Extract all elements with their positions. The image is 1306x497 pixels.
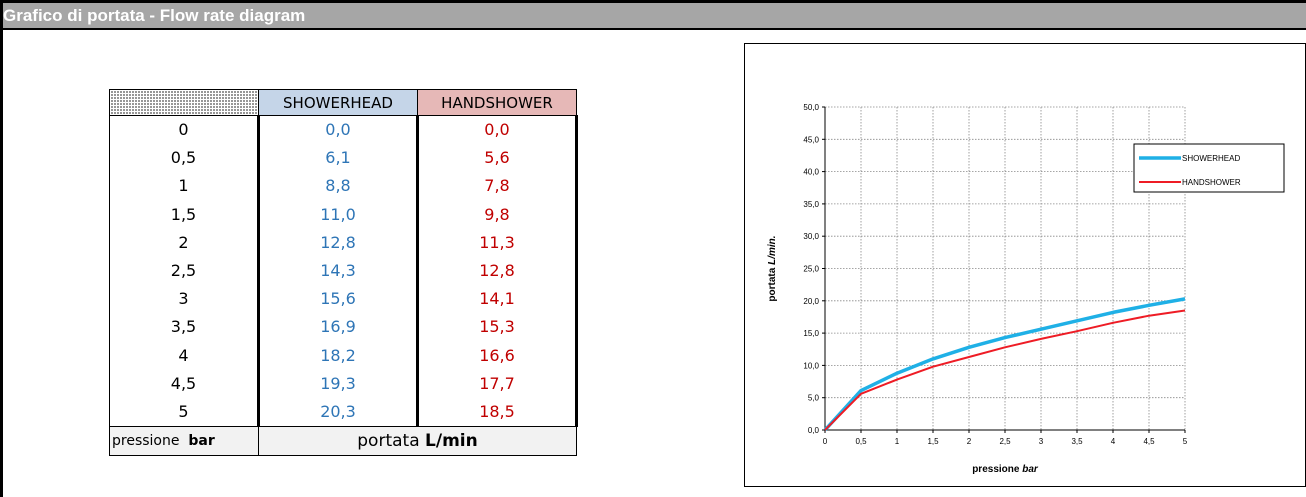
showerhead-flow-cell: 12,8 (257, 228, 418, 257)
table-row: 1 8,8 7,8 (109, 172, 578, 201)
y-tick-label: 25,0 (803, 265, 819, 274)
x-tick-label: 2,5 (999, 437, 1011, 446)
flow-rate-table: SHOWERHEAD HANDSHOWER 0 0,0 0,0 0,5 6,1 5,6 1 8… (109, 89, 578, 457)
table-footer-row: pressione bar portata L/min (109, 426, 577, 457)
table-header-row: SHOWERHEAD HANDSHOWER (109, 89, 577, 116)
table-row: 3,5 16,9 15,3 (109, 313, 578, 342)
x-axis-label: pressione bar (972, 464, 1039, 475)
showerhead-flow-cell: 16,9 (257, 313, 418, 342)
handshower-header: HANDSHOWER (417, 89, 577, 116)
legend-label-showerhead: SHOWERHEAD (1182, 154, 1240, 163)
showerhead-flow-cell: 8,8 (257, 172, 418, 201)
x-tick-label: 3,5 (1071, 437, 1083, 446)
pressure-cell: 4,5 (109, 369, 259, 398)
series-line-showerhead (823, 297, 1186, 432)
flow-word: portata (357, 431, 420, 452)
pressure-cell: 1 (109, 172, 259, 201)
x-tick-label: 2 (967, 437, 972, 446)
flow-unit-label: portata L/min (258, 426, 577, 457)
table-row: 0 0,0 0,0 (109, 115, 578, 145)
x-tick-label: 0,5 (855, 437, 867, 446)
table-row: 0,5 6,1 5,6 (109, 144, 578, 173)
pressure-cell: 2 (109, 228, 259, 257)
y-tick-label: 5,0 (808, 394, 820, 403)
showerhead-flow-cell: 19,3 (257, 369, 418, 398)
y-tick-label: 50,0 (803, 103, 819, 112)
table-row: 4,5 19,3 17,7 (109, 369, 578, 398)
table-row: 1,5 11,0 9,8 (109, 200, 578, 229)
showerhead-flow-cell: 0,0 (257, 115, 418, 145)
pressure-cell: 3 (109, 285, 259, 314)
pressure-unit-label: pressione bar (109, 426, 259, 457)
chart-panel: 0 0,5 1 1,5 2 2,5 3 3,5 4 4,5 5 0,0 5,0 10,0 15,0 20,0 2… (744, 43, 1306, 487)
x-tick-label: 5 (1183, 437, 1188, 446)
pressure-cell: 5 (109, 397, 259, 428)
handshower-flow-cell: 16,6 (416, 341, 578, 370)
corner-pattern-cell (109, 89, 259, 116)
handshower-flow-cell: 15,3 (416, 313, 578, 342)
y-tick-label: 0,0 (808, 426, 820, 435)
handshower-flow-cell: 11,3 (416, 228, 578, 257)
table-row: 3 15,6 14,1 (109, 285, 578, 314)
x-tick-label: 1,5 (927, 437, 939, 446)
handshower-flow-cell: 0,0 (416, 115, 578, 145)
title-bar: Grafico di portata - Flow rate diagram (3, 3, 1306, 30)
handshower-flow-cell: 9,8 (416, 200, 578, 229)
table-row: 5 20,3 18,5 (109, 397, 578, 428)
handshower-flow-cell: 12,8 (416, 256, 578, 286)
showerhead-flow-cell: 14,3 (257, 256, 418, 286)
pressure-cell: 1,5 (109, 200, 259, 229)
legend-label-handshower: HANDSHOWER (1182, 178, 1241, 187)
y-tick-label: 30,0 (803, 232, 819, 241)
flow-rate-chart: 0 0,5 1 1,5 2 2,5 3 3,5 4 4,5 50,05,010,015,020,02… (767, 103, 1285, 475)
pressure-word: pressione (112, 433, 180, 450)
y-tick-label: 35,0 (803, 200, 819, 209)
series-line-handshower (824, 309, 1186, 431)
y-tick-label: 10,0 (803, 361, 819, 370)
pressure-cell: 0,5 (109, 144, 259, 173)
x-tick-label: 4 (1111, 437, 1116, 446)
window-title: Grafico di portata - Flow rate diagram (3, 6, 306, 25)
handshower-flow-cell: 14,1 (416, 285, 578, 314)
showerhead-flow-cell: 15,6 (257, 285, 418, 314)
x-tick-label: 3 (1039, 437, 1044, 446)
handshower-flow-cell: 17,7 (416, 369, 578, 398)
showerhead-flow-cell: 18,2 (257, 341, 418, 370)
x-tick-label: 4,5 (1143, 437, 1155, 446)
showerhead-flow-cell: 11,0 (257, 200, 418, 229)
flow-unit: L/min (425, 431, 478, 452)
x-tick-label: 1 (895, 437, 900, 446)
table-row: 2 12,8 11,3 (109, 228, 578, 257)
table-row: 2,5 14,3 12,8 (109, 256, 578, 286)
handshower-flow-cell: 5,6 (416, 144, 578, 173)
y-tick-label: 15,0 (803, 329, 819, 338)
showerhead-flow-cell: 20,3 (257, 397, 418, 428)
y-tick-label: 45,0 (803, 135, 819, 144)
y-tick-label: 40,0 (803, 168, 819, 177)
pressure-cell: 3,5 (109, 313, 259, 342)
showerhead-header: SHOWERHEAD (258, 89, 418, 116)
handshower-flow-cell: 18,5 (416, 397, 578, 428)
y-axis-label: portata L/min. (767, 235, 778, 301)
table-row: 4 18,2 16,6 (109, 341, 578, 370)
y-tick-label: 20,0 (803, 297, 819, 306)
pressure-unit: bar (188, 433, 215, 450)
pressure-cell: 4 (109, 341, 259, 370)
pressure-cell: 2,5 (109, 256, 259, 286)
showerhead-flow-cell: 6,1 (257, 144, 418, 173)
pressure-cell: 0 (109, 115, 259, 145)
x-tick-label: 0 (823, 437, 828, 446)
chart-legend (1133, 143, 1285, 193)
handshower-flow-cell: 7,8 (416, 172, 578, 201)
